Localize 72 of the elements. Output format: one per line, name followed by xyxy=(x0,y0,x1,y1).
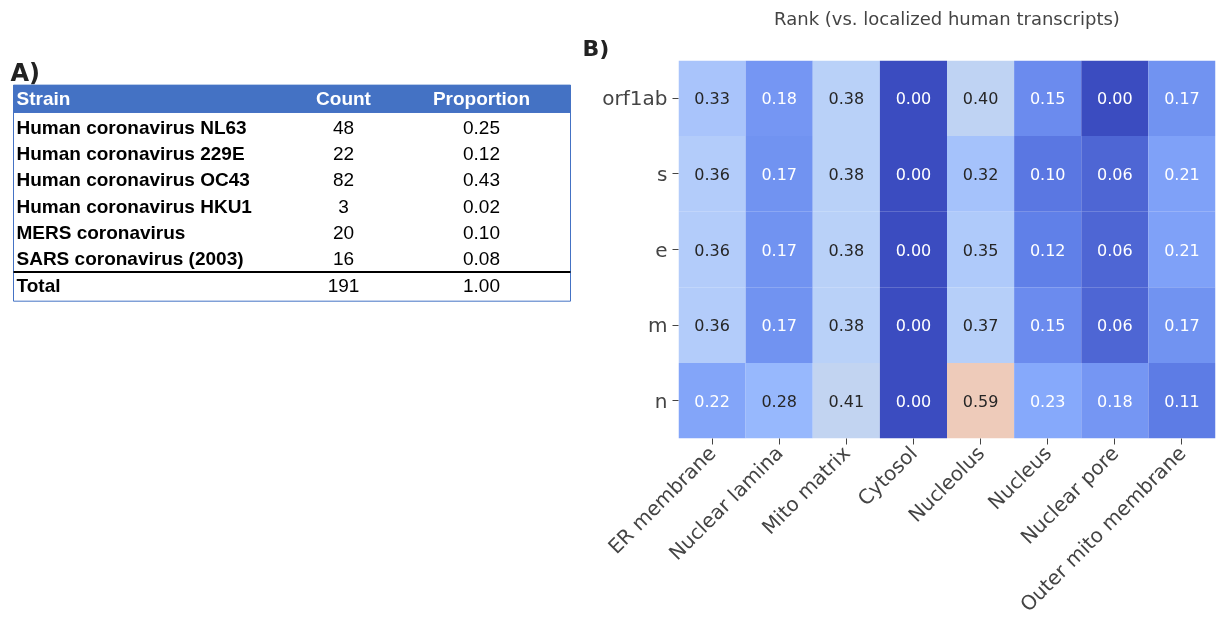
text: A) xyxy=(10,59,41,88)
text: 0.08 xyxy=(463,248,500,270)
text: Human coronavirus 229E xyxy=(16,143,245,165)
data-label: 0.00 xyxy=(895,164,932,184)
data-label: 0.36 xyxy=(694,164,730,184)
y-tick-label: e xyxy=(655,237,668,262)
data-label: 0.28 xyxy=(761,391,797,411)
text: 82 xyxy=(332,169,355,191)
y-tick-label: orf1ab xyxy=(602,86,668,111)
data-label: 0.40 xyxy=(962,89,999,109)
text: 16 xyxy=(332,248,355,270)
text: 1.00 xyxy=(463,274,500,296)
data-label: 0.37 xyxy=(962,316,999,336)
data-label: 0.17 xyxy=(761,240,797,260)
text: Human coronavirus HKU1 xyxy=(16,195,253,217)
text: 0.02 xyxy=(463,195,500,217)
y-tick-label: n xyxy=(654,388,668,413)
data-label: 0.38 xyxy=(828,316,865,336)
data-label: 0.11 xyxy=(1164,391,1200,411)
data-label: 0.00 xyxy=(1097,89,1133,109)
data-label: 0.38 xyxy=(828,240,865,260)
data-label: 0.06 xyxy=(1097,240,1133,260)
data-label: 0.12 xyxy=(1029,240,1066,260)
data-label: 0.17 xyxy=(761,164,797,184)
data-label: 0.06 xyxy=(1097,164,1133,184)
data-label: 0.00 xyxy=(895,240,932,260)
category-label: Strain xyxy=(16,88,71,110)
data-label: 0.15 xyxy=(1029,89,1066,109)
data-label: 0.23 xyxy=(1029,391,1066,411)
data-label: 0.38 xyxy=(828,164,865,184)
text: 0.10 xyxy=(463,222,500,244)
text: 0.25 xyxy=(463,116,500,138)
data-label: 0.22 xyxy=(694,391,730,411)
data-label: 0.17 xyxy=(1164,89,1200,109)
text: SARS coronavirus (2003) xyxy=(16,248,244,270)
data-label: 0.33 xyxy=(694,89,730,109)
data-label: 0.18 xyxy=(1097,391,1133,411)
text: Total xyxy=(16,274,61,296)
data-label: 0.35 xyxy=(962,240,999,260)
data-label: 0.38 xyxy=(828,89,865,109)
data-label: 0.00 xyxy=(895,89,932,109)
y-tick-label: m xyxy=(648,313,668,338)
text: MERS coronavirus xyxy=(16,222,186,244)
text: 3 xyxy=(338,195,349,217)
chart-title: Rank (vs. localized human transcripts) xyxy=(774,7,1120,29)
text: 48 xyxy=(332,116,355,138)
text: 22 xyxy=(332,143,355,165)
text: 0.12 xyxy=(463,143,500,165)
category-label: Proportion xyxy=(432,88,531,110)
data-label: 0.21 xyxy=(1164,164,1200,184)
data-label: 0.18 xyxy=(761,89,797,109)
text: Human coronavirus OC43 xyxy=(16,169,250,191)
data-label: 0.17 xyxy=(761,316,797,336)
text: 0.43 xyxy=(463,169,500,191)
data-label: 0.59 xyxy=(962,391,999,411)
data-label: 0.00 xyxy=(895,316,932,336)
data-label: 0.17 xyxy=(1164,316,1200,336)
data-label: 0.41 xyxy=(828,391,865,411)
y-tick-label: s xyxy=(657,161,668,186)
data-label: 0.10 xyxy=(1029,164,1066,184)
data-label: 0.21 xyxy=(1164,240,1200,260)
text: 20 xyxy=(332,222,355,244)
data-label: 0.36 xyxy=(694,240,730,260)
text: B) xyxy=(582,35,610,61)
data-label: 0.06 xyxy=(1097,316,1133,336)
data-label: 0.15 xyxy=(1029,316,1066,336)
category-label: Count xyxy=(316,88,372,110)
data-label: 0.32 xyxy=(962,164,999,184)
data-label: 0.00 xyxy=(895,391,932,411)
text: 191 xyxy=(327,274,360,296)
text: Human coronavirus NL63 xyxy=(16,116,247,138)
data-label: 0.36 xyxy=(694,316,730,336)
